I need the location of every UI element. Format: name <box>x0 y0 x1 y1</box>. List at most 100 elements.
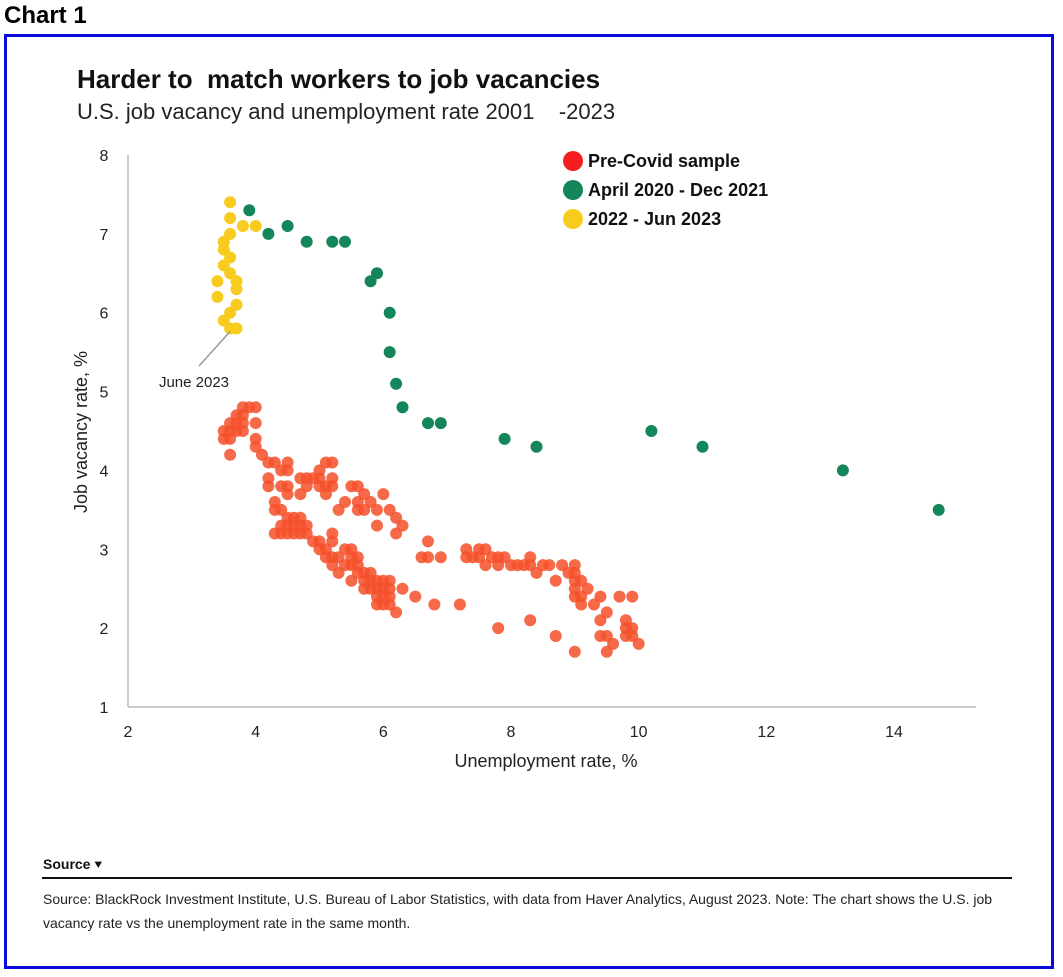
data-point <box>230 283 243 296</box>
data-point <box>575 598 588 611</box>
data-point <box>428 598 441 611</box>
data-point <box>498 432 511 445</box>
data-point <box>211 290 224 303</box>
chart-label: Chart 1 <box>4 2 87 29</box>
data-point <box>236 425 249 437</box>
data-point <box>224 196 237 209</box>
data-point <box>434 551 447 564</box>
data-points <box>211 196 945 658</box>
x-tick-label: 2 <box>124 724 133 741</box>
legend-item: 2022 - Jun 2023 <box>563 209 721 229</box>
data-point <box>696 440 709 453</box>
data-point <box>524 551 537 564</box>
legend-label: April 2020 - Dec 2021 <box>588 180 768 200</box>
data-point <box>422 535 434 548</box>
y-axis-title: Job vacancy rate, % <box>71 351 91 513</box>
data-point <box>294 488 307 501</box>
y-tick-label: 5 <box>100 385 109 402</box>
data-point <box>632 637 645 650</box>
y-tick-label: 8 <box>100 148 109 165</box>
source-divider <box>42 877 1012 879</box>
data-point <box>326 235 339 248</box>
data-point <box>345 574 358 587</box>
chart-subtitle: U.S. job vacancy and unemployment rate 2… <box>77 99 616 124</box>
data-point <box>422 417 434 430</box>
data-point <box>390 377 403 390</box>
y-tick-label: 6 <box>100 306 109 323</box>
annotation-leader-line <box>198 330 231 367</box>
x-tick-label: 6 <box>379 724 388 741</box>
data-point <box>313 535 326 548</box>
y-tick-label: 2 <box>100 621 109 638</box>
data-point <box>230 322 243 335</box>
data-point <box>339 496 351 508</box>
data-point <box>556 559 569 572</box>
data-point <box>281 464 294 477</box>
data-point <box>371 503 383 516</box>
data-point <box>249 417 262 430</box>
data-point <box>409 590 422 603</box>
series-2 <box>211 196 262 335</box>
x-axis-title: Unemployment rate, % <box>454 751 637 771</box>
legend-marker <box>563 180 583 200</box>
legend-item: Pre-Covid sample <box>563 151 740 171</box>
data-point <box>549 630 562 642</box>
data-point <box>383 346 396 359</box>
data-point <box>549 574 562 587</box>
data-point <box>600 606 613 619</box>
data-point <box>836 464 849 477</box>
data-point <box>339 235 351 248</box>
annotation-label: June 2023 <box>159 374 229 391</box>
chevron-double-down-icon: ⯆ <box>93 858 104 872</box>
data-point <box>568 645 581 658</box>
data-point <box>358 503 371 516</box>
data-point <box>211 275 224 288</box>
data-point <box>390 527 403 540</box>
data-point <box>422 551 434 564</box>
data-point <box>243 204 256 217</box>
data-point <box>932 503 945 516</box>
data-point <box>351 551 364 564</box>
data-point <box>594 590 607 603</box>
data-point <box>332 566 345 579</box>
data-point <box>383 306 396 319</box>
legend-marker <box>563 151 583 171</box>
x-tick-label: 14 <box>885 724 903 741</box>
series-1 <box>243 204 945 516</box>
x-tick-label: 4 <box>251 724 260 741</box>
data-point <box>249 401 262 414</box>
data-point <box>300 235 313 248</box>
data-point <box>249 220 262 232</box>
data-point <box>568 574 581 587</box>
series-0 <box>217 401 645 658</box>
data-point <box>262 480 275 493</box>
data-point <box>281 488 294 501</box>
legend: Pre-Covid sample April 2020 - Dec 2021 202… <box>563 151 768 229</box>
data-point <box>262 227 275 240</box>
data-point <box>224 448 237 461</box>
legend-marker <box>563 209 583 229</box>
legend-item: April 2020 - Dec 2021 <box>563 180 768 200</box>
data-point <box>613 590 626 603</box>
legend-label: 2022 - Jun 2023 <box>588 209 721 229</box>
data-point <box>326 456 339 469</box>
annotations: June 2023 <box>159 330 231 391</box>
data-point <box>364 582 377 595</box>
y-tick-label: 4 <box>100 463 109 480</box>
data-point <box>434 417 447 430</box>
data-point <box>224 212 237 225</box>
y-tick-label: 7 <box>100 227 109 244</box>
data-point <box>453 598 466 611</box>
data-point <box>236 409 249 422</box>
data-point <box>326 527 339 540</box>
source-text: Source: BlackRock Investment Institute, … <box>43 891 993 931</box>
data-point <box>371 267 383 280</box>
data-point <box>543 559 556 572</box>
data-point <box>377 488 390 501</box>
source-heading: Source <box>43 856 91 872</box>
data-point <box>281 220 294 232</box>
source-toggle[interactable]: Source ⯆ <box>43 856 103 873</box>
legend-label: Pre-Covid sample <box>588 151 740 171</box>
